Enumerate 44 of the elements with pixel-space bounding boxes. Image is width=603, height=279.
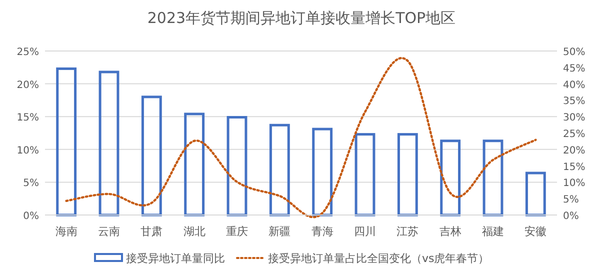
bar — [397, 133, 418, 216]
x-tick-label: 吉林 — [439, 225, 462, 238]
y2-tick-label: 20% — [563, 145, 586, 156]
y2-tick-label: 40% — [563, 80, 586, 91]
y2-tick-label: 15% — [563, 162, 586, 173]
bar — [98, 70, 120, 216]
bar — [354, 133, 376, 216]
y2-tick-label: 0% — [563, 211, 579, 222]
bar — [440, 140, 461, 216]
y2-tick-label: 35% — [563, 96, 586, 108]
x-tick-label: 福建 — [482, 225, 504, 238]
y2-tick-label: 30% — [563, 112, 586, 124]
bar — [482, 140, 504, 216]
y2-tick-label: 10% — [563, 178, 586, 190]
y-tick-label: 25% — [16, 47, 39, 58]
bar — [269, 124, 290, 216]
bar — [184, 112, 205, 216]
y2-tick-label: 50% — [563, 47, 586, 58]
chart-title: 2023年货节期间异地订单接收量增长TOP地区 — [147, 9, 456, 27]
legend-label: 接受异地订单量占比全国变化（vs虎年春节） — [268, 252, 490, 265]
x-tick-label: 江苏 — [396, 225, 419, 238]
x-tick-label: 重庆 — [226, 225, 248, 238]
x-tick-label: 云南 — [98, 225, 120, 238]
y-tick-label: 20% — [16, 80, 39, 91]
bar — [226, 116, 248, 216]
y2-tick-label: 45% — [563, 63, 586, 74]
x-tick-label: 甘肃 — [140, 225, 163, 238]
bar — [312, 128, 333, 216]
y2-tick-label: 25% — [563, 129, 586, 140]
bar — [141, 96, 162, 216]
x-tick-label: 四川 — [354, 225, 376, 238]
x-tick-label: 海南 — [55, 225, 78, 238]
x-tick-label: 新疆 — [268, 225, 291, 238]
bar — [56, 67, 77, 216]
x-tick-label: 青海 — [311, 225, 334, 238]
x-tick-label: 湖北 — [183, 225, 206, 238]
y2-tick-label: 5% — [563, 194, 579, 206]
y-tick-label: 0% — [23, 211, 39, 222]
legend-label: 接受异地订单量同比 — [126, 252, 225, 265]
x-tick-label: 安徽 — [524, 225, 547, 238]
y-tick-label: 5% — [23, 178, 39, 190]
y-tick-label: 15% — [16, 112, 39, 124]
bar — [525, 172, 546, 216]
y-tick-label: 10% — [16, 145, 39, 156]
